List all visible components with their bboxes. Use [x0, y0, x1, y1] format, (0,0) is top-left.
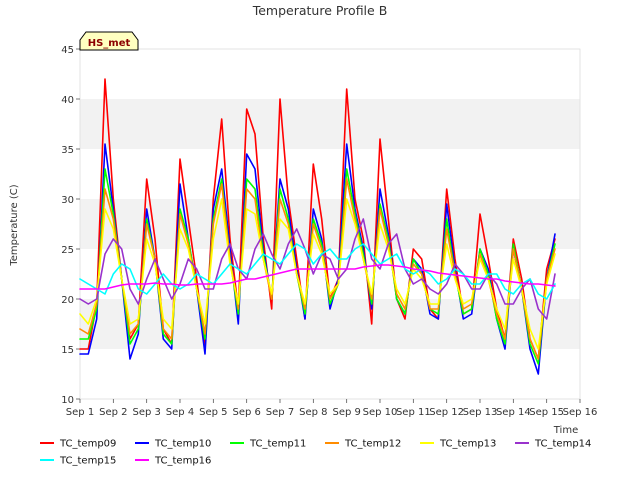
badge-shape: [79, 31, 139, 51]
x-tick-label: Sep 10: [363, 407, 398, 418]
y-tick-label: 15: [61, 345, 74, 356]
plot-frame: [79, 48, 581, 400]
series-line-tc-temp15: [79, 243, 556, 300]
grid-band: [80, 99, 580, 149]
series-line-tc-temp13: [79, 198, 556, 350]
chart-title: Temperature Profile B: [252, 3, 388, 18]
grid-band: [80, 149, 580, 199]
x-tick-label: Sep 6: [232, 407, 260, 418]
x-tick-label: Sep 8: [299, 407, 327, 418]
y-tick-label: 35: [61, 145, 74, 156]
series-line-tc-temp16: [79, 264, 556, 290]
x-tick-label: Sep 13: [463, 407, 498, 418]
x-tick-label: Sep 15: [529, 407, 564, 418]
x-tick-label: Sep 12: [429, 407, 464, 418]
y-tick-label: 30: [61, 195, 74, 206]
legend-label: TC_temp13: [439, 439, 496, 450]
x-tick-label: Sep 3: [132, 407, 160, 418]
x-tick-label: Sep 2: [99, 407, 127, 418]
station-badge: HS_met: [79, 31, 139, 51]
x-tick-label: Sep 9: [332, 407, 360, 418]
legend-label: TC_temp10: [154, 439, 211, 450]
y-axis-title: Temperature (C): [9, 184, 20, 266]
legend: TC_temp09 TC_temp10 TC_temp11 TC_temp12 TC_t…: [40, 439, 591, 467]
legend-label: TC_temp15: [59, 456, 116, 467]
y-tick-label: 25: [61, 245, 74, 256]
x-tick-label: Sep 16: [563, 407, 598, 418]
y-tick-label: 10: [61, 395, 74, 406]
legend-label: TC_temp09: [59, 439, 116, 450]
x-tick-label: Sep 1: [66, 407, 94, 418]
grid-bands: [79, 48, 581, 400]
x-tick-label: Sep 11: [396, 407, 431, 418]
x-tick-label: Sep 5: [199, 407, 227, 418]
y-tick-label: 45: [61, 45, 74, 56]
grid-band: [80, 349, 580, 399]
y-tick-label: 20: [61, 295, 74, 306]
series-lines: [79, 78, 556, 375]
x-tick-label: Sep 14: [496, 407, 531, 418]
legend-label: TC_temp16: [154, 456, 211, 467]
x-axis-ticks: Sep 1 Sep 2 Sep 3 Sep 4 Sep 5 Sep 6 Sep 7 Sep 8…: [66, 399, 598, 418]
series-line-tc-temp14: [79, 218, 556, 320]
x-axis-title: Time: [553, 425, 578, 436]
badge-label: HS_met: [88, 38, 131, 49]
y-tick-label: 40: [61, 95, 74, 106]
grid-band: [80, 199, 580, 249]
legend-label: TC_temp12: [344, 439, 401, 450]
legend-label: TC_temp14: [534, 439, 591, 450]
x-tick-label: Sep 4: [166, 407, 194, 418]
grid-band: [80, 49, 580, 99]
legend-label: TC_temp11: [249, 439, 306, 450]
x-tick-label: Sep 7: [266, 407, 294, 418]
